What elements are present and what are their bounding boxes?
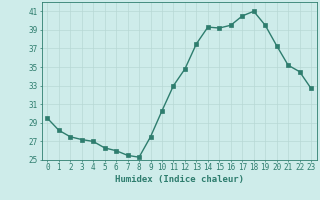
X-axis label: Humidex (Indice chaleur): Humidex (Indice chaleur) [115,175,244,184]
